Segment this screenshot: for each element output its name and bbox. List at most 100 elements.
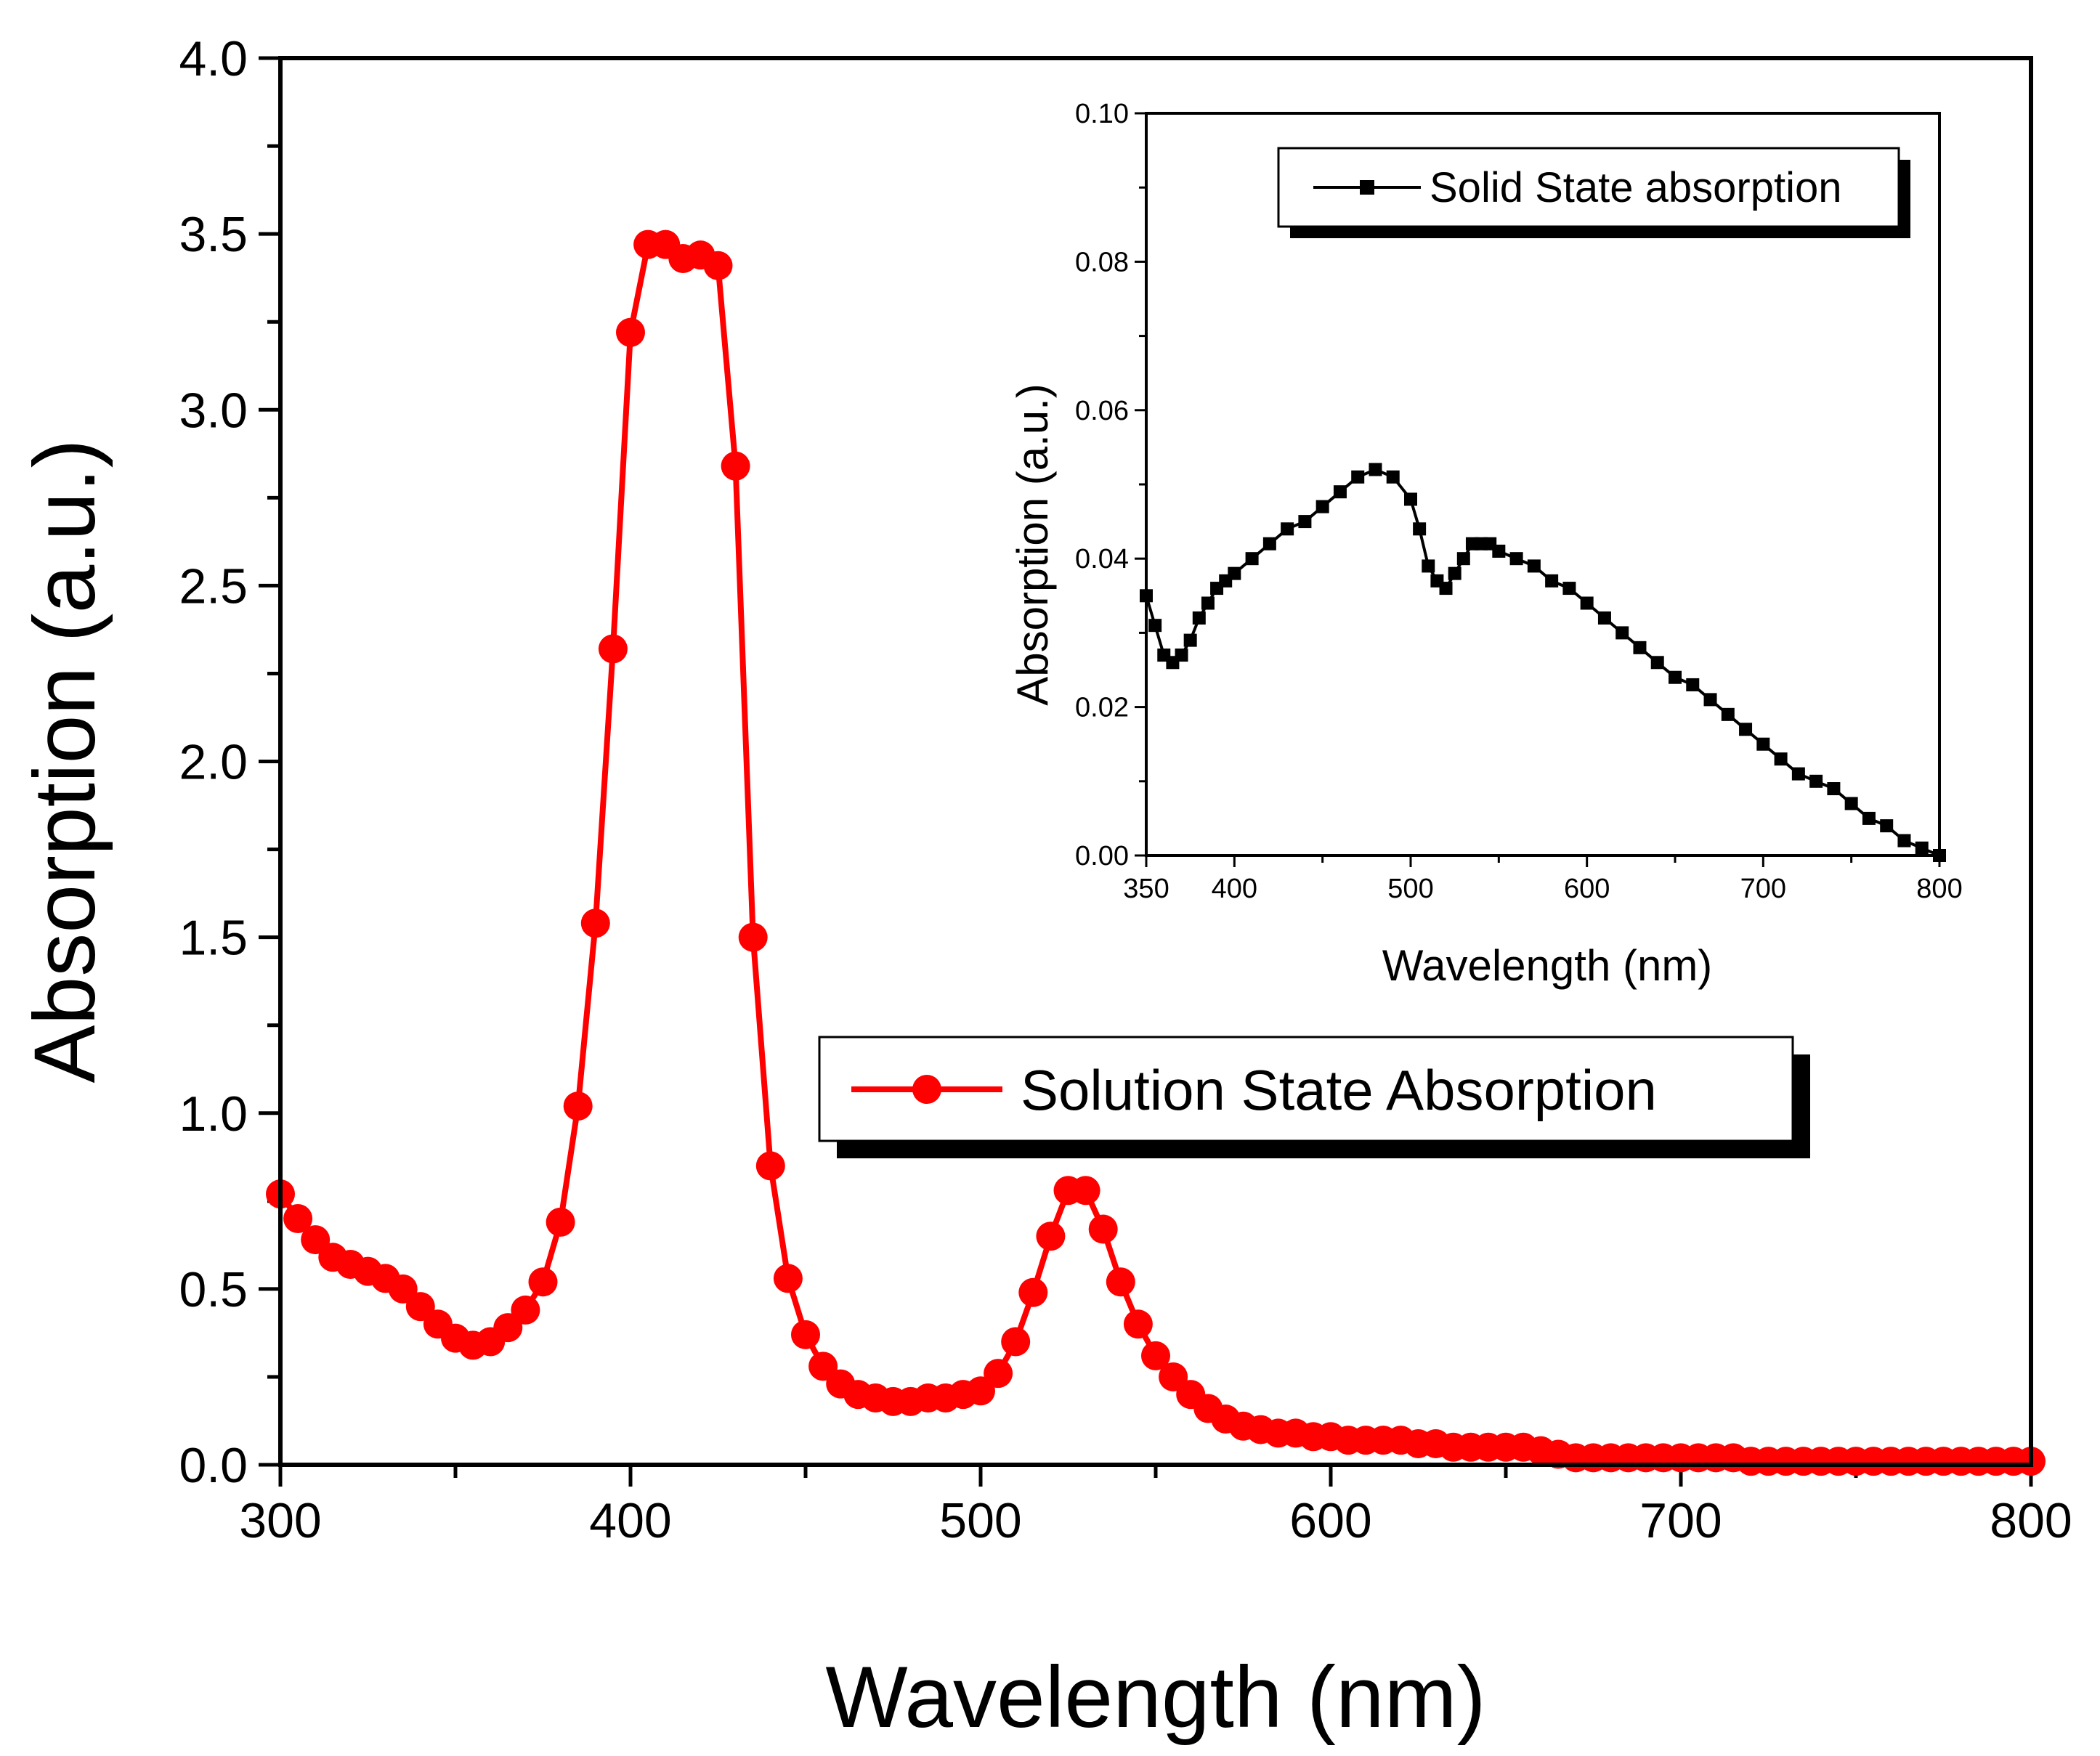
- y-tick-label: 1.0: [179, 1086, 248, 1142]
- data-point: [755, 1151, 785, 1181]
- inset-data-point: [1281, 522, 1294, 536]
- inset-x-tick-label: 800: [1916, 874, 1962, 904]
- inset-data-point: [1545, 574, 1559, 588]
- inset-data-point: [1298, 515, 1312, 529]
- inset-data-point: [1827, 782, 1841, 796]
- main-plot-frame: [278, 56, 2033, 1467]
- data-point: [1001, 1327, 1031, 1357]
- data-point: [703, 251, 733, 280]
- inset-data-point: [1456, 552, 1470, 566]
- inset-data-point: [1791, 767, 1805, 781]
- inset-x-tick-label: 500: [1387, 874, 1433, 904]
- inset-x-tick-label: 600: [1564, 874, 1610, 904]
- inset-y-tick-label: 0.04: [1075, 544, 1129, 574]
- inset-data-point: [1201, 596, 1215, 610]
- data-point: [1071, 1176, 1100, 1206]
- x-tick-label: 400: [589, 1493, 671, 1548]
- main-ticks: 300 400 500 600 700 800 0.0 0.5 1.0 1.5 2.0 2.5 3.0 3…: [179, 31, 2072, 1548]
- y-tick-label: 2.0: [179, 735, 248, 790]
- main-legend-label: Solution State Absorption: [1021, 1058, 1657, 1122]
- inset-data-point: [1192, 611, 1206, 625]
- data-point: [493, 1313, 523, 1343]
- inset-data-point: [1615, 626, 1629, 640]
- data-point: [1106, 1267, 1135, 1297]
- data-point: [1159, 1362, 1188, 1391]
- inset-data-point: [1915, 841, 1929, 855]
- data-point: [405, 1292, 435, 1322]
- y-tick-label: 0.0: [179, 1438, 248, 1493]
- data-point: [616, 317, 645, 347]
- inset-chart: 350 400 500 600 700 800 0.00 0.02 0.04 0.06 0.08 0.…: [1008, 99, 1963, 990]
- data-point: [598, 634, 628, 664]
- inset-data-point: [1245, 552, 1259, 566]
- main-legend-marker: [912, 1075, 941, 1104]
- data-point: [511, 1295, 540, 1325]
- y-tick-label: 4.0: [179, 31, 248, 86]
- main-legend: Solution State Absorption: [818, 1036, 1810, 1158]
- inset-data-point: [1686, 678, 1700, 691]
- x-tick-label: 300: [239, 1493, 321, 1548]
- inset-y-tick-label: 0.00: [1075, 841, 1129, 871]
- y-tick-label: 2.5: [179, 558, 248, 614]
- x-axis-title: Wavelength (nm): [825, 1649, 1485, 1746]
- inset-series-points: [1140, 463, 1946, 862]
- data-point: [528, 1267, 558, 1297]
- inset-data-point: [1386, 470, 1400, 484]
- inset-legend-marker: [1360, 180, 1374, 195]
- data-point: [1141, 1341, 1170, 1370]
- data-point: [984, 1359, 1013, 1389]
- inset-y-tick-label: 0.02: [1075, 693, 1129, 723]
- data-point: [1036, 1222, 1066, 1251]
- y-tick-label: 1.5: [179, 911, 248, 966]
- inset-data-point: [1183, 633, 1197, 647]
- inset-data-point: [1633, 641, 1647, 654]
- inset-ticks: 350 400 500 600 700 800 0.00 0.02 0.04 0.06 0.08 0.…: [1075, 99, 1963, 904]
- inset-data-point: [1439, 582, 1453, 596]
- inset-data-point: [1175, 649, 1188, 662]
- inset-data-point: [1844, 797, 1858, 810]
- inset-data-point: [1509, 552, 1523, 566]
- inset-y-tick-label: 0.06: [1075, 396, 1129, 426]
- inset-data-point: [1721, 707, 1735, 721]
- data-point: [546, 1207, 575, 1237]
- inset-data-point: [1413, 522, 1427, 536]
- inset-data-point: [1228, 566, 1241, 580]
- y-tick-label: 0.5: [179, 1262, 248, 1317]
- inset-data-point: [1862, 811, 1876, 825]
- inset-data-point: [1404, 492, 1417, 506]
- main-chart: 300 400 500 600 700 800 0.0 0.5 1.0 1.5 2.0 2.5 3.0 3…: [16, 31, 2072, 1746]
- inset-plot-frame: [1145, 112, 1941, 857]
- inset-y-tick-label: 0.10: [1075, 99, 1129, 129]
- data-point: [791, 1320, 820, 1349]
- inset-x-axis-title: Wavelength (nm): [1382, 941, 1713, 990]
- data-point: [1018, 1277, 1048, 1307]
- inset-data-point: [1527, 559, 1541, 573]
- inset-y-axis-title: Absorption (a.u.): [1008, 383, 1057, 706]
- x-tick-label: 800: [1990, 1493, 2072, 1548]
- inset-x-tick-label: 350: [1123, 874, 1169, 904]
- data-point: [283, 1204, 313, 1234]
- data-point: [808, 1351, 838, 1381]
- inset-data-point: [1333, 485, 1347, 499]
- data-point: [1088, 1214, 1118, 1244]
- data-point: [388, 1274, 418, 1304]
- inset-data-point: [1880, 819, 1894, 833]
- data-point: [966, 1376, 995, 1406]
- x-tick-label: 500: [939, 1493, 1021, 1548]
- y-tick-label: 3.0: [179, 383, 248, 438]
- x-tick-label: 700: [1639, 1493, 1722, 1548]
- inset-x-tick-label: 700: [1740, 874, 1786, 904]
- inset-data-point: [1897, 834, 1911, 847]
- inset-legend: Solid State absorption: [1277, 147, 1910, 238]
- inset-data-point: [1448, 566, 1462, 580]
- y-tick-label: 3.5: [179, 207, 248, 262]
- inset-data-point: [1809, 774, 1823, 788]
- inset-data-point: [1739, 723, 1753, 736]
- inset-data-point: [1756, 737, 1770, 751]
- inset-data-point: [1148, 619, 1162, 633]
- data-point: [721, 451, 750, 481]
- inset-data-point: [1703, 693, 1717, 707]
- inset-data-point: [1669, 670, 1682, 684]
- inset-data-point: [1351, 470, 1365, 484]
